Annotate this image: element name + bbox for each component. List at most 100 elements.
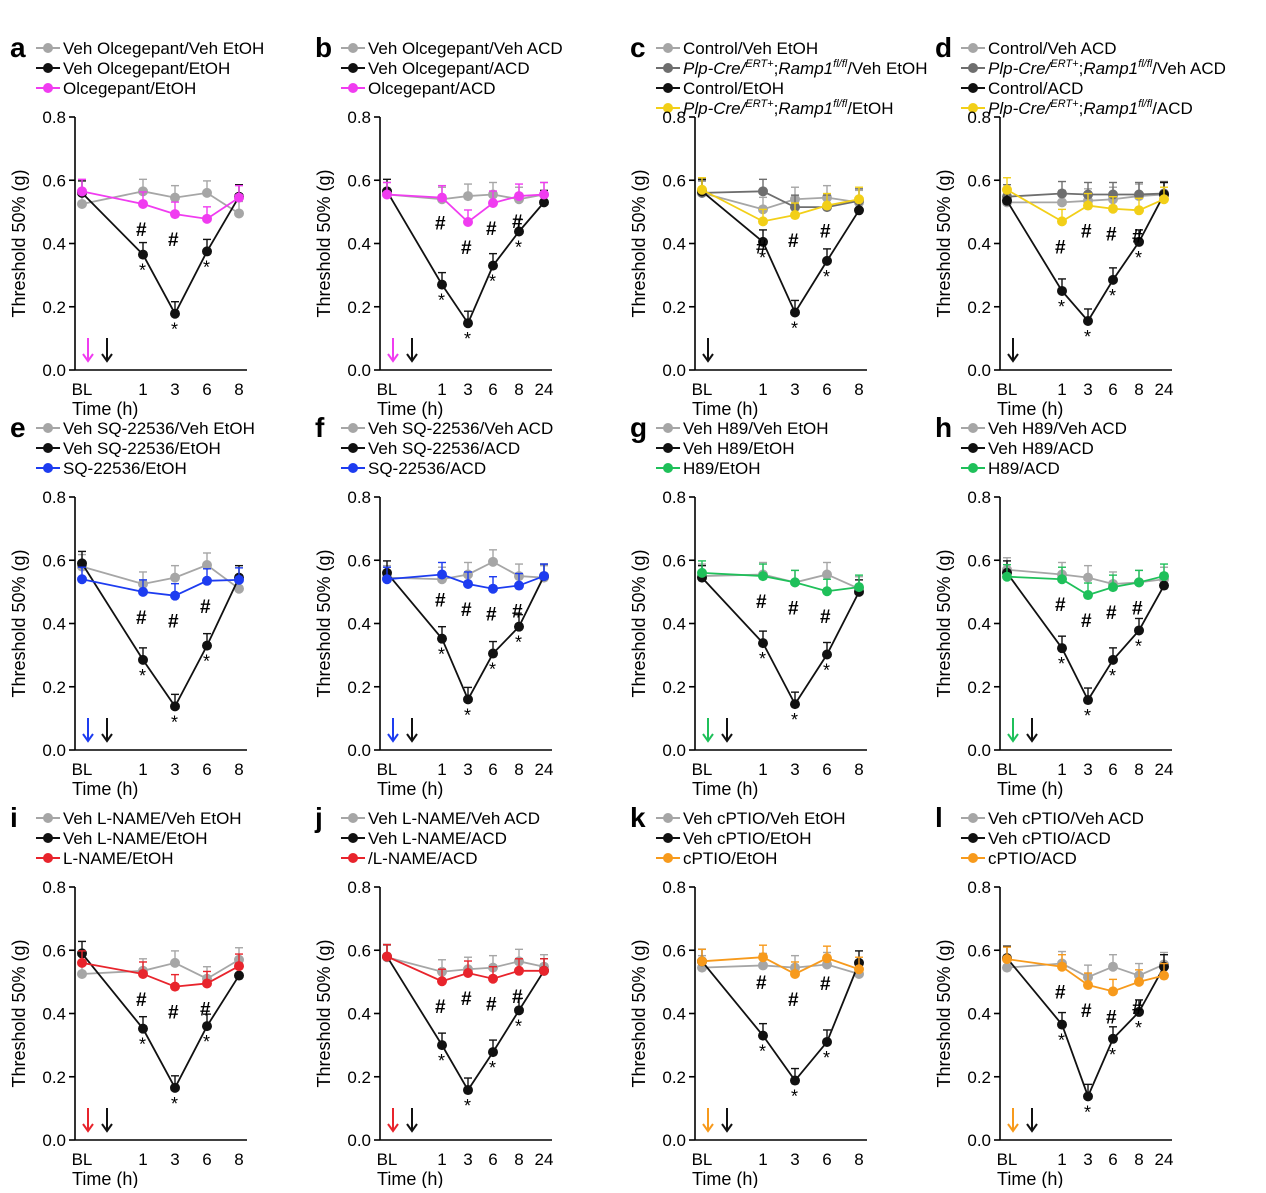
data-point	[463, 318, 473, 329]
significance-star: *	[823, 660, 830, 680]
significance-star: *	[464, 705, 471, 725]
x-tick-label: 8	[234, 760, 243, 779]
x-tick-label: 6	[202, 380, 211, 399]
significance-star: *	[1109, 286, 1116, 306]
y-tick-label: 0.8	[347, 878, 371, 897]
x-tick-label: 1	[758, 1150, 767, 1169]
x-tick-label: 24	[1155, 760, 1174, 779]
x-tick-label: 8	[514, 380, 523, 399]
legend-marker	[968, 443, 978, 453]
treatment-arrow	[702, 718, 714, 743]
data-point	[437, 569, 447, 580]
x-tick-label: BL	[377, 380, 398, 399]
y-tick-label: 0.2	[967, 298, 991, 317]
data-point	[463, 191, 473, 202]
data-point	[1057, 216, 1067, 227]
legend-item: Veh H89/Veh ACD	[961, 419, 1127, 438]
y-tick-label: 0.2	[662, 678, 686, 697]
y-axis-label: Threshold 50% (g)	[9, 549, 29, 697]
panel-letter: d	[935, 32, 952, 63]
data-point	[234, 583, 244, 594]
y-tick-label: 0.2	[42, 298, 66, 317]
panel-letter: k	[630, 802, 646, 833]
data-point	[202, 559, 212, 570]
data-point	[1083, 200, 1093, 211]
legend-label: Veh SQ-22536/ACD	[368, 439, 520, 458]
legend-item: Veh SQ-22536/ACD	[341, 439, 520, 458]
legend-item: Control/ACD	[961, 79, 1083, 98]
legend-marker	[348, 463, 358, 473]
treatment-arrow	[721, 718, 733, 743]
x-tick-label: 6	[1108, 760, 1117, 779]
data-point	[1083, 980, 1093, 991]
y-tick-label: 0.4	[42, 615, 66, 634]
data-point	[1134, 577, 1144, 588]
data-point	[77, 574, 87, 585]
x-axis-label: Time (h)	[377, 779, 443, 799]
data-point	[138, 654, 148, 665]
data-point	[1083, 1091, 1093, 1102]
x-tick-label: 8	[234, 1150, 243, 1169]
significance-star: *	[759, 1042, 766, 1062]
x-tick-label: 6	[1108, 380, 1117, 399]
data-point	[1108, 986, 1118, 997]
significance-star: *	[823, 267, 830, 287]
legend-label-part: ;	[774, 59, 779, 78]
data-point	[697, 567, 707, 578]
legend-marker	[663, 423, 673, 433]
y-tick-label: 0.8	[967, 878, 991, 897]
legend-item: Veh cPTIO/Veh EtOH	[656, 809, 846, 828]
data-point	[758, 952, 768, 963]
legend-item: Veh L-NAME/EtOH	[36, 829, 208, 848]
data-point	[539, 197, 549, 208]
treatment-arrow	[101, 718, 113, 743]
y-tick-label: 0.4	[662, 235, 686, 254]
x-tick-label: 3	[790, 760, 799, 779]
y-tick-label: 0.8	[662, 878, 686, 897]
panel-letter: f	[315, 412, 325, 443]
legend-marker	[348, 443, 358, 453]
x-tick-label: 6	[488, 380, 497, 399]
y-tick-label: 0.6	[42, 171, 66, 190]
data-point	[202, 978, 212, 989]
legend-label-part: /Veh EtOH	[847, 59, 927, 78]
x-tick-label: 24	[1155, 1150, 1174, 1169]
legend-label-part: ERT+	[745, 98, 774, 110]
significance-star: *	[139, 261, 146, 281]
data-point	[488, 556, 498, 567]
data-point	[790, 577, 800, 588]
significance-hash: #	[486, 219, 497, 240]
legend-label: Plp-Cre/ERT+;Ramp1fl/fl/ACD	[988, 98, 1193, 118]
legend-item: Veh Olcegepant/EtOH	[36, 59, 230, 78]
significance-star: *	[515, 633, 522, 653]
data-point	[1002, 184, 1012, 195]
treatment-arrow	[82, 1108, 94, 1133]
legend-label-part: fl/fl	[1138, 98, 1153, 110]
data-point	[77, 957, 87, 968]
series-line	[81, 192, 240, 316]
y-tick-label: 0.8	[347, 108, 371, 127]
legend-item: Veh H89/ACD	[961, 439, 1094, 458]
data-point	[790, 307, 800, 318]
significance-hash: #	[512, 987, 523, 1008]
data-point	[854, 194, 864, 205]
series-line	[1006, 194, 1165, 323]
data-point	[77, 558, 87, 569]
legend-label: L-NAME/EtOH	[63, 849, 174, 868]
series-line	[1006, 572, 1165, 702]
legend-label: Veh H89/Veh EtOH	[683, 419, 829, 438]
data-point	[1134, 189, 1144, 200]
panel-letter: h	[935, 412, 952, 443]
data-point	[1159, 194, 1169, 205]
treatment-arrow	[406, 1108, 418, 1133]
significance-star: *	[171, 1094, 178, 1114]
x-tick-label: 1	[437, 380, 446, 399]
legend-item: Olcegepant/EtOH	[36, 79, 196, 98]
series-line	[386, 190, 545, 326]
significance-hash: #	[512, 602, 523, 623]
data-point	[234, 961, 244, 972]
significance-star: *	[139, 1035, 146, 1055]
data-point	[170, 701, 180, 712]
data-point	[758, 1030, 768, 1041]
y-tick-label: 0.8	[42, 878, 66, 897]
